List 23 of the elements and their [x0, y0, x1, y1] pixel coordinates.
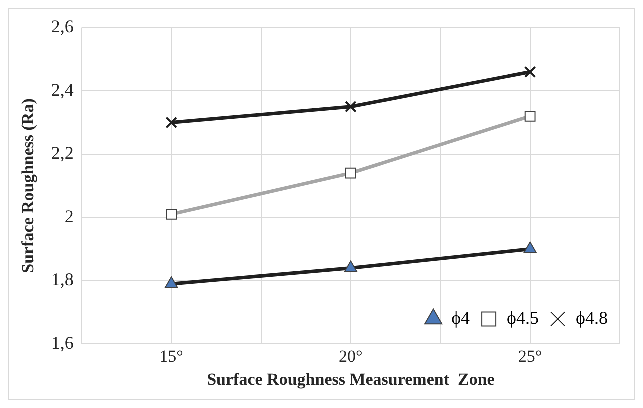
x-tick-label: 25° — [518, 346, 542, 366]
point — [166, 116, 178, 129]
x-axis-title: Surface Roughness Measurement Zone — [207, 370, 496, 390]
x-tick-label: 20° — [339, 346, 363, 366]
y-axis-title: Surface Roughness (Ra) — [18, 98, 38, 274]
legend-label: ϕ4.5 — [507, 308, 540, 328]
y-tick-label: 2,2 — [51, 143, 74, 164]
y-tick-label: 2 — [64, 206, 74, 226]
point — [524, 242, 537, 254]
point — [524, 110, 536, 122]
point — [346, 168, 356, 179]
legend-label: ϕ4.8 — [576, 308, 608, 328]
y-tick-label: 1,8 — [51, 270, 74, 290]
legend-label: ϕ4 — [452, 308, 470, 328]
point — [524, 66, 536, 78]
point — [345, 100, 357, 113]
y-tick-label: 1,6 — [51, 332, 74, 353]
y-tick-label: 2,6 — [51, 16, 74, 37]
x-tick-label: 15° — [160, 346, 184, 366]
point — [344, 260, 358, 272]
point — [165, 276, 178, 288]
point — [166, 209, 178, 220]
y-tick-label: 2,4 — [51, 80, 74, 100]
